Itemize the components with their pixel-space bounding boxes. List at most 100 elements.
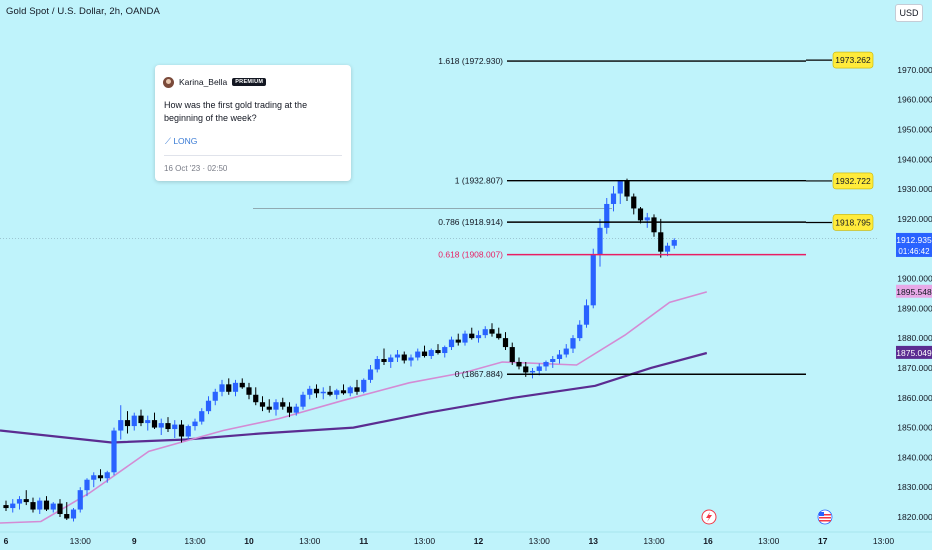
candle-body <box>313 388 320 394</box>
candle-body <box>664 245 671 252</box>
currency-button[interactable]: USD <box>895 4 923 22</box>
candle-body <box>253 394 259 403</box>
candle-body <box>3 505 9 509</box>
candle-body <box>307 388 313 395</box>
y-tick-label: 1890.000 <box>897 303 932 313</box>
candle-body <box>671 240 677 246</box>
x-tick-label: 13:00 <box>184 536 206 546</box>
price-axis-bg[interactable] <box>881 0 932 550</box>
candle-body <box>10 503 16 509</box>
candle-body <box>30 502 36 510</box>
candle-body <box>334 390 340 395</box>
flag-stripe <box>819 514 831 516</box>
candle-body <box>340 390 347 394</box>
y-tick-label: 1970.000 <box>897 65 932 75</box>
fib-level-label: 0 (1867.884) <box>455 369 503 379</box>
candle-body <box>246 387 252 395</box>
direction-label: LONG <box>173 136 198 146</box>
us-flag-event-icon[interactable] <box>817 509 833 525</box>
candle-body <box>192 421 198 427</box>
avatar[interactable] <box>163 76 174 88</box>
y-tick-label: 1870.000 <box>897 363 932 373</box>
price-axis[interactable]: 1820.000 1830.000 1840.000 1850.000 1860.000… <box>897 65 932 522</box>
y-tick-label: 1860.000 <box>897 393 932 403</box>
target-price-label[interactable] <box>832 172 874 190</box>
candle-body <box>448 339 455 348</box>
author-name[interactable]: Karina_Bella <box>179 77 228 87</box>
candle-body <box>97 475 104 479</box>
candle-body <box>543 361 549 367</box>
candle-body <box>482 329 488 336</box>
target-price-label[interactable] <box>832 51 874 69</box>
x-tick-label: 16 <box>703 536 713 546</box>
candle-body <box>523 366 529 373</box>
candle-body <box>151 420 158 428</box>
fib-level-label: 1 (1932.807) <box>455 176 503 186</box>
candle-body <box>77 490 83 510</box>
candle-body <box>475 335 482 339</box>
candle-body <box>489 329 495 334</box>
candle-body <box>131 415 137 427</box>
candle-body <box>37 500 43 510</box>
candle-body <box>394 354 401 358</box>
candle-body <box>644 217 650 221</box>
price-labels[interactable]: 1973.262 1932.722 1918.795 <box>832 51 874 231</box>
candle-body <box>583 305 590 325</box>
candle-body <box>617 180 623 194</box>
target-price-label[interactable] <box>832 214 874 231</box>
time-axis[interactable]: 6 13:00 9 13:00 10 13:00 11 13:00 12 13:00 13 13:00… <box>4 536 932 546</box>
lightning-icon <box>706 512 712 522</box>
candle-body <box>388 357 394 362</box>
candle-body <box>43 500 50 510</box>
candle-body <box>300 394 306 407</box>
candle-body <box>556 354 563 359</box>
candle-body <box>509 347 515 362</box>
candle-body <box>462 333 468 343</box>
candle-body <box>239 382 245 388</box>
candle-body <box>320 391 326 394</box>
candle-body <box>415 351 421 358</box>
candle-body <box>408 357 414 361</box>
axis-price-tag[interactable] <box>896 345 932 359</box>
candle-body <box>610 193 617 204</box>
y-tick-label: 1920.000 <box>897 214 932 224</box>
candle-body <box>624 180 630 197</box>
candle-body <box>455 339 461 343</box>
candle-body <box>327 391 333 395</box>
x-tick-label: 13:00 <box>758 536 780 546</box>
candle-body <box>16 499 23 504</box>
candle-body <box>536 366 542 371</box>
target-price-text: 1973.262 <box>835 55 871 65</box>
flag-stripe <box>819 517 831 519</box>
candle-body <box>118 420 124 431</box>
idea-card[interactable]: Karina_Bella PREMIUM How was the first g… <box>155 65 351 181</box>
idea-text: How was the first gold trading at the be… <box>164 100 308 123</box>
candle-body <box>50 503 56 510</box>
y-tick-label: 1930.000 <box>897 184 932 194</box>
candles <box>3 178 677 522</box>
candle-body <box>577 324 583 339</box>
candle-body <box>347 387 353 394</box>
target-price-text: 1932.722 <box>835 176 871 186</box>
candle-body <box>111 430 117 473</box>
axis-price-tag[interactable] <box>896 284 932 298</box>
axis-price-tag[interactable] <box>896 232 932 257</box>
candle-body <box>637 208 644 221</box>
x-tick-label: 13:00 <box>299 536 321 546</box>
candle-body <box>367 369 374 380</box>
symbol-title: Gold Spot / U.S. Dollar, 2h, OANDA <box>6 6 160 17</box>
x-tick-label: 17 <box>818 536 828 546</box>
candle-body <box>84 479 90 491</box>
target-price-text: 1918.795 <box>835 217 871 227</box>
candle-body <box>172 424 178 430</box>
lightning-event-icon[interactable] <box>701 509 717 525</box>
y-tick-label: 1820.000 <box>897 512 932 522</box>
candle-body <box>232 382 239 392</box>
idea-card-header: Karina_Bella PREMIUM <box>163 75 267 89</box>
candle-body <box>145 420 151 424</box>
x-tick-label: 13:00 <box>873 536 895 546</box>
fib-levels[interactable]: 1.618 (1972.930) 1 (1932.807) 0.786 (1918.… <box>438 56 832 379</box>
candle-body <box>435 350 441 354</box>
